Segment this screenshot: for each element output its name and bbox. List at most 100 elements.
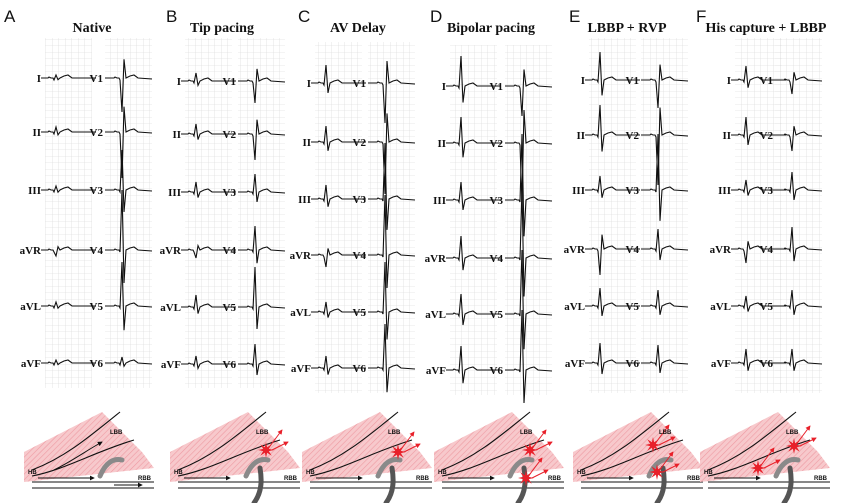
ecg-grid-limb bbox=[315, 42, 362, 393]
capture-arrow bbox=[403, 443, 421, 453]
lead-label-chest: V5 bbox=[223, 302, 237, 314]
lbb-fascicle-upper bbox=[441, 411, 531, 471]
capture-arrow bbox=[533, 429, 547, 447]
panel-title: Native bbox=[73, 21, 112, 36]
ecg-trace-chest bbox=[641, 289, 689, 315]
ecg-trace-chest bbox=[368, 323, 416, 393]
lead-label-chest: V4 bbox=[223, 245, 237, 257]
ecg-grid-chest bbox=[641, 38, 688, 393]
capture-arrow bbox=[797, 425, 811, 443]
lead-label-chest: V1 bbox=[353, 78, 366, 90]
lead-label-limb: aVR bbox=[564, 244, 586, 256]
lead-label-chest: V6 bbox=[223, 359, 237, 371]
lead-label-chest: V5 bbox=[353, 307, 367, 319]
ecg-trace-chest bbox=[368, 261, 416, 340]
panel-letter: A bbox=[4, 7, 16, 26]
lead-label-limb: aVL bbox=[710, 301, 731, 313]
ecg-trace-chest bbox=[775, 289, 823, 315]
lead-label-limb: III bbox=[718, 185, 731, 197]
ecg-trace-limb bbox=[585, 104, 640, 152]
lead-label-chest: V1 bbox=[90, 73, 103, 85]
myocardium-region bbox=[302, 412, 432, 482]
lead-label-limb: aVR bbox=[290, 250, 312, 262]
capture-arrow bbox=[529, 457, 543, 475]
ecg-trace-limb bbox=[585, 287, 640, 317]
ecg-trace-chest bbox=[368, 60, 416, 124]
ecg-trace-limb bbox=[446, 116, 501, 158]
lead-label-chest: V3 bbox=[490, 195, 504, 207]
conduction-diagram: LBB HB RBB bbox=[170, 411, 300, 503]
ecg-grid-chest bbox=[105, 38, 152, 388]
pacing-lead bbox=[515, 465, 528, 503]
lbb-fascicle-upper bbox=[177, 411, 267, 471]
lead-label-chest: V2 bbox=[760, 130, 774, 142]
ecg-trace-limb bbox=[41, 300, 96, 310]
lead-label-limb: I bbox=[177, 76, 181, 88]
lead-label-chest: V6 bbox=[626, 358, 640, 370]
ecg-trace-chest bbox=[368, 194, 416, 289]
lbb-label: LBB bbox=[659, 430, 672, 436]
capture-arrow bbox=[660, 451, 674, 469]
panel-a: A Native I V1 II V2 III V3 aVR V4 aVL V5 aVF V6 LBB HB R… bbox=[4, 7, 154, 489]
ecg-grid-limb bbox=[589, 38, 636, 393]
lead-label-chest: V3 bbox=[353, 194, 367, 206]
ecg-trace-chest bbox=[238, 225, 286, 264]
ecg-trace-limb bbox=[181, 243, 236, 259]
lead-label-chest: V4 bbox=[90, 245, 104, 257]
lbb-fascicle-lower bbox=[580, 439, 684, 477]
lbb-fascicle-upper bbox=[309, 411, 399, 471]
lead-label-chest: V5 bbox=[626, 301, 640, 313]
myocardium-region bbox=[434, 412, 564, 482]
lead-label-limb: aVL bbox=[160, 302, 181, 314]
panel-b: B Tip pacing I V1 II V2 III V3 aVR V4 aVL V5 aVF V6 LB… bbox=[160, 7, 300, 503]
rbb-label: RBB bbox=[138, 476, 152, 482]
capture-arrow bbox=[662, 463, 680, 473]
capture-arrow bbox=[799, 437, 817, 447]
ecg-trace-chest bbox=[238, 68, 286, 104]
ecg-trace-chest bbox=[641, 133, 689, 221]
ecg-trace-chest bbox=[105, 189, 153, 284]
ecg-trace-limb bbox=[311, 64, 366, 94]
lead-label-chest: V2 bbox=[490, 138, 504, 150]
conduction-diagram: LBB HB RBB bbox=[434, 411, 564, 503]
pacing-lead bbox=[781, 465, 794, 503]
ecg-trace-chest bbox=[641, 344, 689, 374]
pacing-lead bbox=[383, 465, 396, 503]
ecg-trace-chest bbox=[505, 309, 553, 404]
lead-label-limb: aVF bbox=[711, 358, 731, 370]
ecg-trace-limb bbox=[446, 235, 501, 271]
rbb-label: RBB bbox=[284, 476, 298, 482]
ecg-trace-limb bbox=[731, 295, 786, 312]
ecg-trace-limb bbox=[311, 184, 366, 207]
his-bundle bbox=[507, 457, 535, 479]
lead-label-chest: V3 bbox=[90, 185, 104, 197]
lead-label-limb: aVR bbox=[425, 253, 447, 265]
capture-arrow bbox=[763, 459, 781, 469]
ecg-trace-limb bbox=[181, 294, 236, 314]
ecg-trace-chest bbox=[368, 142, 416, 230]
lead-label-limb: I bbox=[37, 73, 41, 85]
his-bundle bbox=[97, 457, 125, 479]
rbb-label: RBB bbox=[687, 476, 701, 482]
myocardium-region bbox=[573, 412, 703, 482]
lead-label-chest: V6 bbox=[490, 365, 504, 377]
ecg-grid-limb bbox=[450, 45, 497, 395]
lead-label-limb: II bbox=[576, 130, 585, 142]
lead-label-limb: aVF bbox=[291, 363, 311, 375]
ecg-trace-chest bbox=[775, 348, 823, 371]
ecg-trace-chest bbox=[775, 171, 823, 201]
lbb-label: LBB bbox=[388, 430, 401, 436]
lead-label-limb: aVF bbox=[161, 359, 181, 371]
lead-label-limb: aVR bbox=[160, 245, 182, 257]
hb-label: HB bbox=[704, 470, 713, 476]
lead-label-chest: V6 bbox=[760, 358, 774, 370]
ecg-trace-limb bbox=[446, 345, 501, 384]
ecg-trace-limb bbox=[311, 248, 366, 268]
lead-label-limb: II bbox=[172, 129, 181, 141]
ecg-trace-chest bbox=[105, 261, 153, 331]
hb-label: HB bbox=[174, 470, 183, 476]
panel-title: Bipolar pacing bbox=[447, 21, 535, 36]
ecg-grid-chest bbox=[505, 45, 552, 395]
lead-label-chest: V4 bbox=[353, 250, 367, 262]
ecg-trace-limb bbox=[731, 116, 786, 146]
